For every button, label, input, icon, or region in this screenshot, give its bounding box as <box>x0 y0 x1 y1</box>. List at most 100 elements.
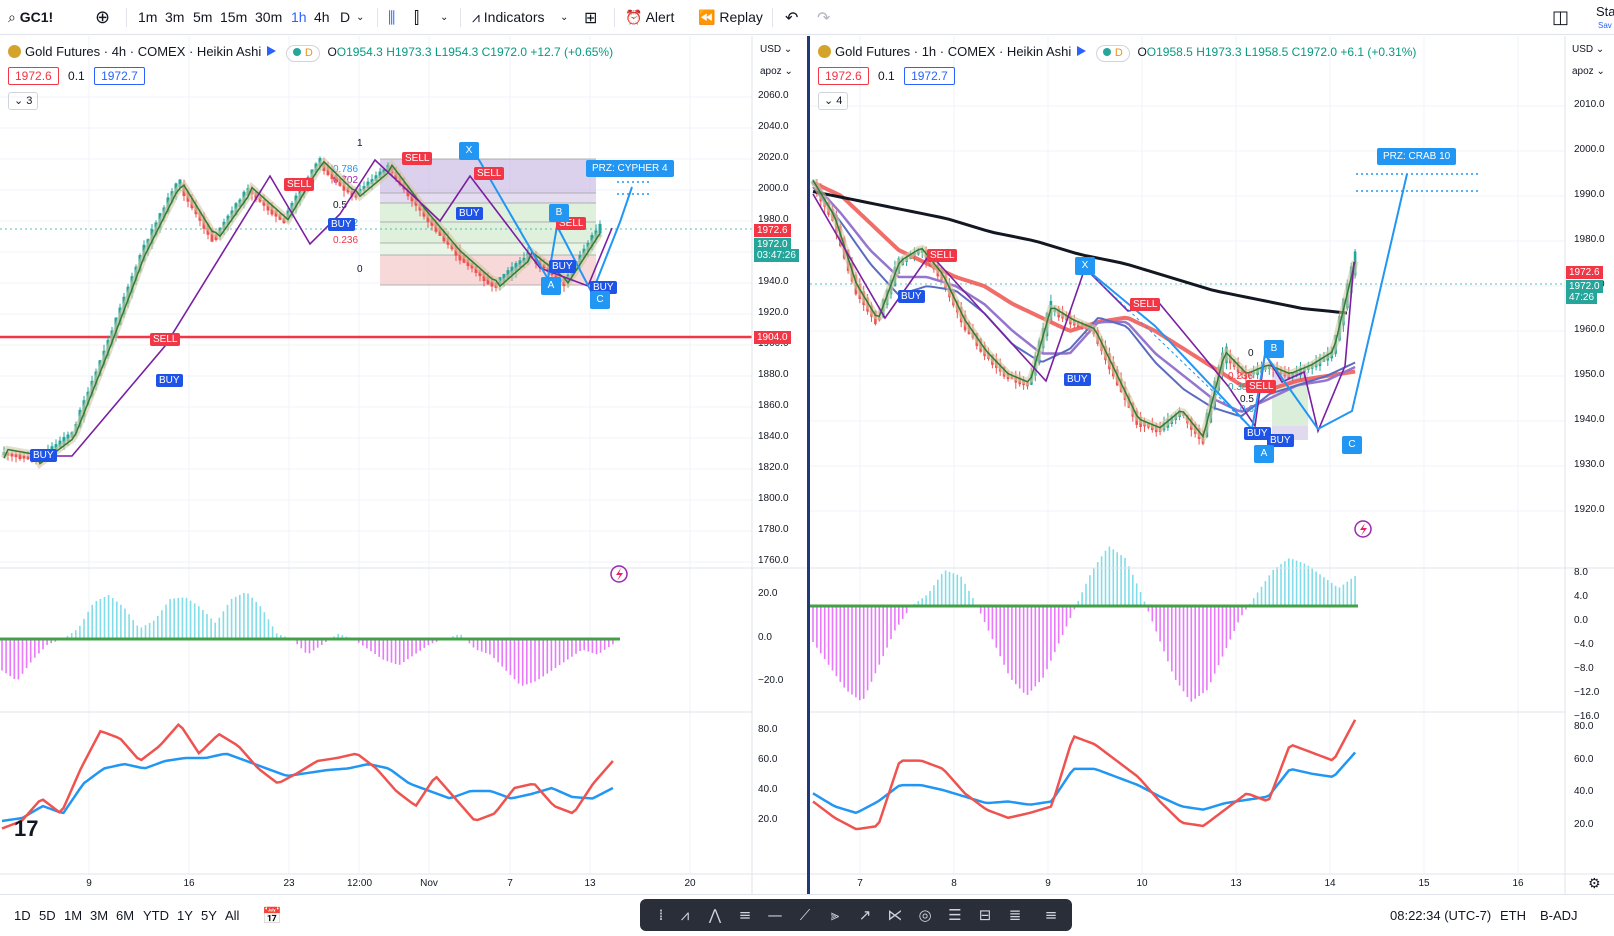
adjustment-button[interactable]: B-ADJ <box>1540 908 1578 923</box>
buy-price-button[interactable]: 1972.7 <box>94 67 145 85</box>
interval-15m[interactable]: 15m <box>220 9 248 25</box>
time-tick: 20 <box>684 878 696 889</box>
fib-level-label: 0 <box>1248 348 1254 359</box>
price-tick: 2020.0 <box>758 152 789 163</box>
layout-grid-icon[interactable]: ⊞ <box>584 8 598 27</box>
flag-icon[interactable] <box>1077 46 1087 56</box>
ray-icon[interactable]: ↗ <box>858 906 872 924</box>
buy-price-button[interactable]: 1972.7 <box>904 67 955 85</box>
osc-tick: −12.0 <box>1574 687 1600 698</box>
rsi-tick: 80.0 <box>1574 721 1594 732</box>
buy-signal-badge: BUY <box>1244 427 1271 440</box>
range-1Y[interactable]: 1Y <box>177 908 193 923</box>
sell-signal-badge: SELL <box>474 167 505 180</box>
chart-legend[interactable]: Gold Futures · 1h · COMEX · Heikin Ashi … <box>818 44 1416 62</box>
ohlc-change: +12.7 (+0.65%) <box>530 45 614 59</box>
currency-button[interactable]: USD ⌄ <box>1572 44 1605 55</box>
sell-signal-badge: SELL <box>1246 380 1277 393</box>
time-tick: 12:00 <box>347 878 373 889</box>
rsi-tick: 20.0 <box>1574 819 1594 830</box>
redo-icon[interactable]: ↷ <box>817 8 831 27</box>
lightning-icon[interactable] <box>1354 520 1372 538</box>
sell-price-button[interactable]: 1972.6 <box>8 67 59 85</box>
session-button[interactable]: ETH <box>1500 908 1526 923</box>
chart-pane-1h[interactable]: 0 0.236 0.382 0.5 0.6 SELL SELL SELL BUY BUY BUY B… <box>810 36 1614 894</box>
trend-line-icon[interactable]: ⟋ <box>799 906 811 924</box>
sell-signal-badge: SELL <box>1130 298 1161 311</box>
channel-icon[interactable]: ☰ <box>948 906 962 924</box>
time-tick: 14 <box>1324 878 1336 889</box>
sell-signal-badge: SELL <box>402 152 433 165</box>
buy-signal-badge: BUY <box>590 281 617 294</box>
scale-mode-button[interactable]: apoz ⌄ <box>760 66 793 77</box>
range-6M[interactable]: 6M <box>116 908 135 923</box>
path-icon[interactable]: ⋉ <box>887 906 903 924</box>
range-All[interactable]: All <box>225 908 240 923</box>
interval-1h[interactable]: 1h <box>291 9 307 25</box>
alert-button[interactable]: ⏰ Alert <box>625 9 675 26</box>
interval-4h[interactable]: 4h <box>314 9 330 25</box>
buy-signal-badge: BUY <box>1267 434 1294 447</box>
undo-icon[interactable]: ↶ <box>785 8 799 27</box>
fib-icon[interactable]: ≡ <box>738 906 752 924</box>
scale-mode-button[interactable]: apoz ⌄ <box>1572 66 1605 77</box>
pitchfork-icon[interactable]: ⫸ <box>830 906 840 924</box>
chevron-down-icon[interactable]: ⌄ <box>560 12 569 23</box>
interval-1m[interactable]: 1m <box>138 9 158 25</box>
range-3M[interactable]: 3M <box>90 908 109 923</box>
rsi-tick: 60.0 <box>1574 754 1594 765</box>
calendar-icon[interactable]: 📅 <box>262 906 282 925</box>
time-tick: 23 <box>283 878 295 889</box>
flag-icon[interactable] <box>267 46 277 56</box>
pane-divider[interactable] <box>807 36 810 894</box>
candle-style-icon[interactable]: ⫿ <box>414 8 420 27</box>
range-1D[interactable]: 1D <box>14 908 31 923</box>
pattern-point-A: A <box>541 277 561 295</box>
abcd-pattern-icon[interactable]: ⋀ <box>708 906 722 924</box>
range-5D[interactable]: 5D <box>39 908 56 923</box>
more-levels-icon[interactable]: ≣ <box>1008 906 1022 924</box>
levels-icon[interactable]: ⊟ <box>978 906 992 924</box>
xabcd-pattern-icon[interactable]: ⩘ <box>680 906 690 924</box>
save-status[interactable]: Sta <box>1596 4 1614 19</box>
indicators-collapse-button[interactable]: ⌄ 4 <box>818 92 849 110</box>
prz-label: PRZ: CYPHER 4 <box>586 160 674 177</box>
range-1M[interactable]: 1M <box>64 908 83 923</box>
interval-5m[interactable]: 5m <box>193 9 213 25</box>
sell-signal-badge: SELL <box>150 333 181 346</box>
replay-button[interactable]: ⏪ Replay <box>698 9 763 26</box>
panel-toggle-icon[interactable]: ◫ <box>1552 7 1570 28</box>
interval-D[interactable]: D <box>340 9 351 25</box>
settings-gear-icon[interactable]: ⚙ <box>1588 876 1601 892</box>
indicators-button[interactable]: ⩘ Indicators <box>472 9 545 26</box>
drag-handle-icon[interactable]: ⁞ <box>658 906 664 924</box>
plus-circle-icon[interactable]: ⊕ <box>95 7 111 28</box>
menu-icon[interactable]: ≡ <box>1044 906 1058 924</box>
sell-price-button[interactable]: 1972.6 <box>818 67 869 85</box>
currency-button[interactable]: USD ⌄ <box>760 44 793 55</box>
harmonic-zigzag[interactable] <box>812 193 1355 434</box>
range-YTD[interactable]: YTD <box>143 908 169 923</box>
time-tick: 15 <box>1418 878 1430 889</box>
bar-type-icon[interactable]: ⫼ <box>388 8 396 27</box>
price-tick: 1760.0 <box>758 555 789 566</box>
fib-level-label: 0.382 <box>1228 382 1253 393</box>
circle-tool-icon[interactable]: ◎ <box>918 906 932 924</box>
ohlc-close: C1972.0 <box>1291 45 1338 59</box>
horizontal-line-icon[interactable]: — <box>767 906 783 924</box>
chevron-down-icon[interactable]: ⌄ <box>356 12 365 23</box>
lightning-icon[interactable] <box>610 565 628 583</box>
interval-3m[interactable]: 3m <box>165 9 185 25</box>
harmonic-zigzag[interactable] <box>40 158 613 457</box>
indicators-collapse-button[interactable]: ⌄ 3 <box>8 92 39 110</box>
range-5Y[interactable]: 5Y <box>201 908 217 923</box>
symbol-search[interactable]: ⌕ GC1! <box>8 0 53 35</box>
chart-legend[interactable]: Gold Futures · 4h · COMEX · Heikin Ashi … <box>8 44 613 62</box>
interval-30m[interactable]: 30m <box>255 9 283 25</box>
chevron-down-icon[interactable]: ⌄ <box>440 12 449 23</box>
clock[interactable]: 08:22:34 (UTC-7) <box>1390 908 1492 923</box>
fib-level-label: 1 <box>357 138 363 149</box>
